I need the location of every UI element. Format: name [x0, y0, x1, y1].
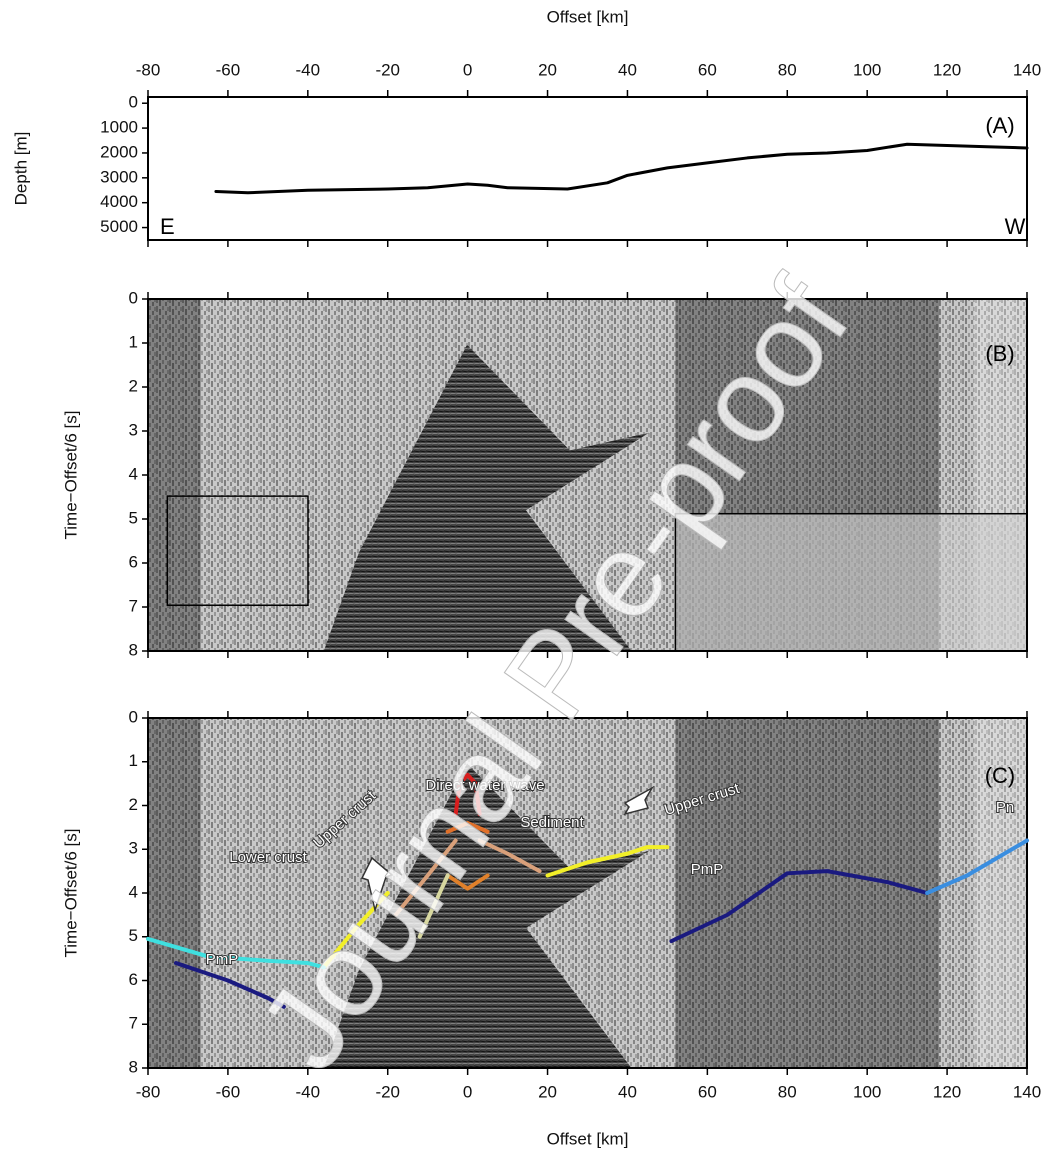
annotation: Pn: [996, 799, 1014, 816]
x-tick-label: 100: [853, 60, 881, 79]
line: [445, 821, 490, 834]
y-tick-label: 1: [129, 332, 138, 351]
y-tick-label: 4: [129, 882, 138, 901]
arrival-cone: [323, 344, 650, 651]
x-tick-label: -20: [375, 60, 400, 79]
x-tick-label: -40: [296, 60, 321, 79]
x-tick-label: 100: [853, 1082, 881, 1101]
x-tick-label: 20: [538, 1082, 557, 1101]
line: [393, 838, 458, 917]
x-tick-label: 140: [1013, 1082, 1041, 1101]
dark-band: [675, 718, 940, 1068]
y-tick-label: 5: [129, 926, 138, 945]
x-tick-label: 40: [618, 60, 637, 79]
y-tick-label: 5000: [100, 217, 138, 236]
dark-band: [148, 718, 201, 1068]
y-tick-label: 3000: [100, 167, 138, 186]
annotation: (B): [985, 341, 1014, 366]
y-tick-label: 1000: [100, 118, 138, 137]
y-tick-label: 8: [129, 1057, 138, 1076]
annotation: PmP: [206, 951, 239, 968]
annotation: Direct water wave: [425, 777, 544, 794]
light-band: [974, 718, 1027, 1068]
y-axis-label: Depth [m]: [11, 132, 30, 206]
y-tick-label: 6: [129, 970, 138, 989]
y-tick-label: 4: [129, 464, 138, 483]
x-tick-label: 60: [698, 1082, 717, 1101]
y-tick-label: 2: [129, 376, 138, 395]
line: [477, 838, 542, 874]
inset-box: [166, 495, 309, 606]
y-tick-label: 3: [129, 839, 138, 858]
plot-frame: [147, 96, 1028, 241]
y-tick-label: 7: [129, 1014, 138, 1033]
annotation: W: [1005, 214, 1026, 239]
x-tick-label: 60: [698, 60, 717, 79]
line: [445, 873, 490, 891]
annotation: E: [160, 214, 175, 239]
images: [148, 299, 1027, 1068]
annotation: (A): [985, 113, 1014, 138]
pointer-arrow: [623, 786, 655, 816]
y-axis-label: Time−Offset/6 [s]: [61, 829, 80, 958]
line: [545, 845, 670, 878]
x-tick-label: -60: [216, 1082, 241, 1101]
inset-box: [674, 512, 1028, 652]
annotation: (C): [985, 763, 1016, 788]
x-axis-label: Offset [km]: [547, 1129, 629, 1148]
line: [417, 873, 450, 939]
line: [214, 142, 1029, 195]
annotation: Lower crust: [229, 849, 307, 866]
x-axis-label: Offset [km]: [547, 7, 629, 26]
y-tick-label: 6: [129, 552, 138, 571]
y-tick-label: 0: [129, 288, 138, 307]
x-tick-label: 80: [778, 1082, 797, 1101]
line: [453, 772, 482, 817]
y-tick-label: 7: [129, 596, 138, 615]
y-tick-label: 1: [129, 751, 138, 770]
x-tick-label: 40: [618, 1082, 637, 1101]
x-tick-label: 0: [463, 60, 472, 79]
line: [925, 838, 1029, 895]
x-tick-label: 120: [933, 1082, 961, 1101]
dark-band: [148, 299, 201, 651]
y-tick-label: 8: [129, 640, 138, 659]
x-tick-label: -80: [136, 60, 161, 79]
x-tick-label: -60: [216, 60, 241, 79]
y-tick-label: 3: [129, 420, 138, 439]
y-tick-label: 4000: [100, 192, 138, 211]
x-tick-label: -80: [136, 1082, 161, 1101]
annotation: PmP: [691, 861, 724, 878]
x-tick-label: 20: [538, 60, 557, 79]
annotation: Sediment: [520, 814, 584, 831]
y-tick-label: 0: [129, 707, 138, 726]
x-tick-label: -20: [375, 1082, 400, 1101]
line: [173, 961, 286, 1009]
line: [146, 936, 326, 970]
x-tick-label: 80: [778, 60, 797, 79]
y-axis-label: Time−Offset/6 [s]: [61, 411, 80, 540]
x-tick-label: 0: [463, 1082, 472, 1101]
x-tick-label: -40: [296, 1082, 321, 1101]
x-tick-label: 140: [1013, 60, 1041, 79]
y-tick-label: 5: [129, 508, 138, 527]
arrival-cone: [323, 763, 650, 1068]
y-tick-label: 2: [129, 795, 138, 814]
x-tick-label: 120: [933, 60, 961, 79]
y-tick-label: 0: [129, 93, 138, 112]
line: [669, 869, 930, 944]
pointer-arrow: [360, 856, 394, 913]
y-tick-label: 2000: [100, 142, 138, 161]
